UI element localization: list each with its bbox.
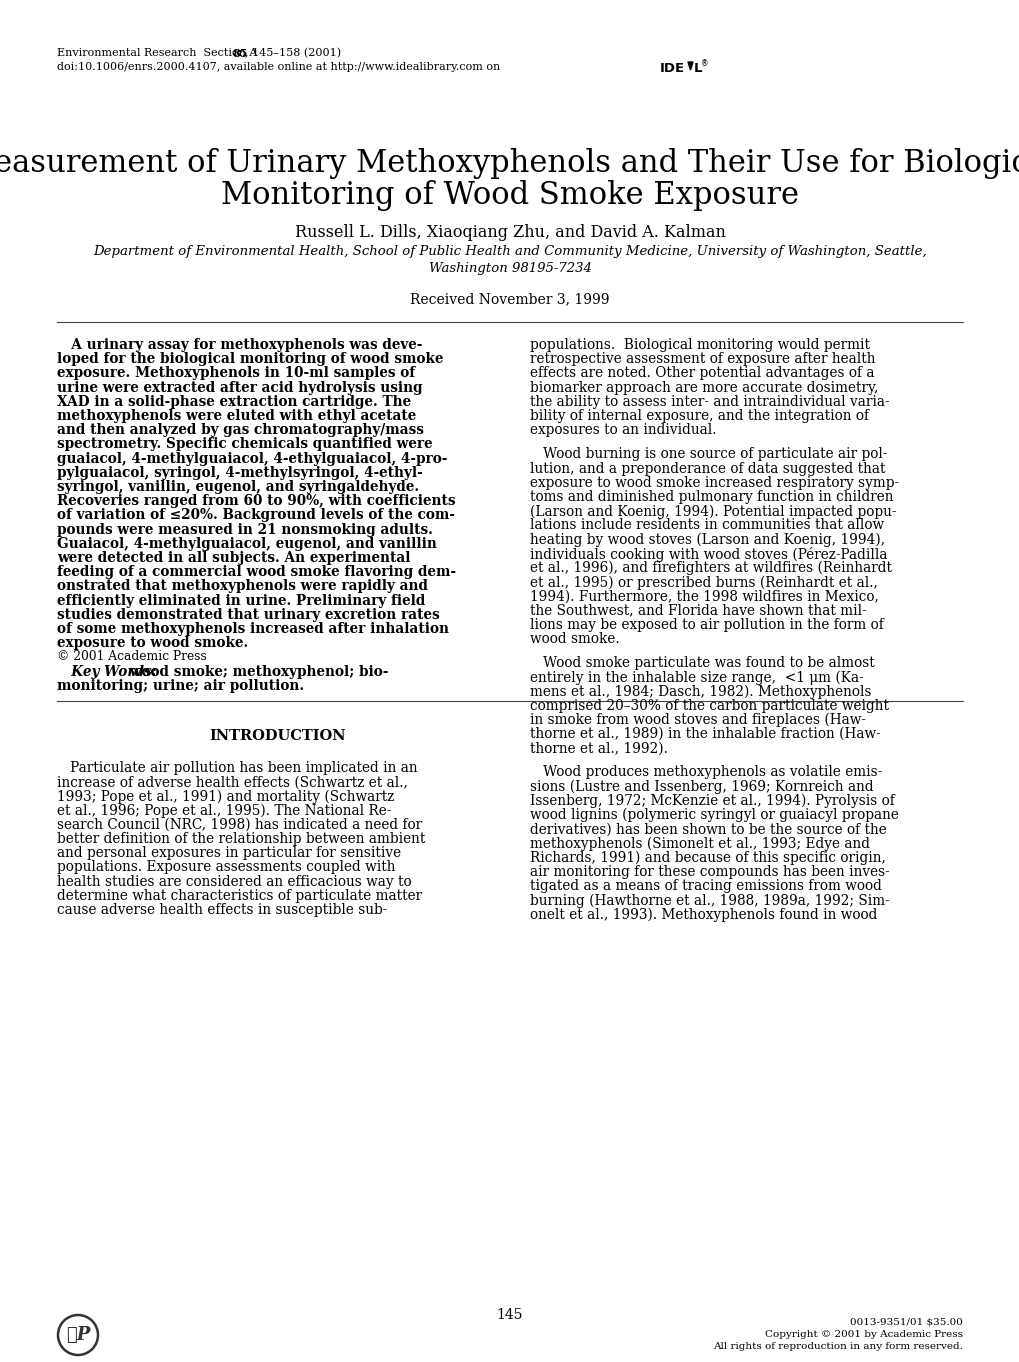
Text: loped for the biological monitoring of wood smoke: loped for the biological monitoring of w… [57,353,443,366]
Text: Russell L. Dills, Xiaoqiang Zhu, and David A. Kalman: Russell L. Dills, Xiaoqiang Zhu, and Dav… [294,223,725,241]
Text: effects are noted. Other potential advantages of a: effects are noted. Other potential advan… [530,366,873,380]
Text: , 145–158 (2001): , 145–158 (2001) [245,48,340,59]
Text: bility of internal exposure, and the integration of: bility of internal exposure, and the int… [530,409,868,424]
Text: XAD in a solid-phase extraction cartridge. The: XAD in a solid-phase extraction cartridg… [57,395,411,409]
Text: exposure. Methoxyphenols in 10-ml samples of: exposure. Methoxyphenols in 10-ml sample… [57,366,415,380]
Text: exposure to wood smoke.: exposure to wood smoke. [57,636,248,650]
Text: (Larson and Koenig, 1994). Potential impacted popu-: (Larson and Koenig, 1994). Potential imp… [530,504,896,519]
Text: increase of adverse health effects (Schwartz et al.,: increase of adverse health effects (Schw… [57,775,408,789]
Text: cause adverse health effects in susceptible sub-: cause adverse health effects in suscepti… [57,903,387,917]
Text: Received November 3, 1999: Received November 3, 1999 [410,291,609,306]
Text: syringol, vanillin, eugenol, and syringaldehyde.: syringol, vanillin, eugenol, and syringa… [57,479,419,494]
Text: studies demonstrated that urinary excretion rates: studies demonstrated that urinary excret… [57,607,439,622]
Text: lions may be exposed to air pollution in the form of: lions may be exposed to air pollution in… [530,618,882,632]
Text: INTRODUCTION: INTRODUCTION [210,729,346,744]
Circle shape [58,1314,98,1355]
Text: entirely in the inhalable size range,  <1 μm (Ka-: entirely in the inhalable size range, <1… [530,670,863,685]
Text: the Southwest, and Florida have shown that mil-: the Southwest, and Florida have shown th… [530,603,866,617]
Text: Copyright © 2001 by Academic Press: Copyright © 2001 by Academic Press [764,1331,962,1339]
Text: search Council (NRC, 1998) has indicated a need for: search Council (NRC, 1998) has indicated… [57,817,422,832]
Text: in smoke from wood stoves and fireplaces (Haw-: in smoke from wood stoves and fireplaces… [530,712,865,727]
Text: ®: ® [700,59,708,68]
Text: methoxyphenols were eluted with ethyl acetate: methoxyphenols were eluted with ethyl ac… [57,409,416,424]
Text: doi:10.1006/enrs.2000.4107, available online at http://www.idealibrary.com on: doi:10.1006/enrs.2000.4107, available on… [57,63,499,72]
Text: the ability to assess inter- and intraindividual varia-: the ability to assess inter- and intrain… [530,395,889,409]
Text: pounds were measured in 21 nonsmoking adults.: pounds were measured in 21 nonsmoking ad… [57,523,432,537]
Text: Guaiacol, 4-methylguaiacol, eugenol, and vanillin: Guaiacol, 4-methylguaiacol, eugenol, and… [57,537,436,550]
Text: ⓀP: ⓀP [66,1327,90,1344]
Text: better definition of the relationship between ambient: better definition of the relationship be… [57,832,425,846]
Text: Department of Environmental Health, School of Public Health and Community Medici: Department of Environmental Health, Scho… [93,245,926,257]
Text: spectrometry. Specific chemicals quantified were: spectrometry. Specific chemicals quantif… [57,437,432,451]
Text: tigated as a means of tracing emissions from wood: tigated as a means of tracing emissions … [530,878,881,893]
Text: health studies are considered an efficacious way to: health studies are considered an efficac… [57,874,412,888]
Text: of some methoxyphenols increased after inhalation: of some methoxyphenols increased after i… [57,622,448,636]
Text: comprised 20–30% of the carbon particulate weight: comprised 20–30% of the carbon particula… [530,699,889,712]
Text: et al., 1996), and firefighters at wildfires (Reinhardt: et al., 1996), and firefighters at wildf… [530,561,892,575]
Text: efficiently eliminated in urine. Preliminary field: efficiently eliminated in urine. Prelimi… [57,594,425,607]
Text: populations.  Biological monitoring would permit: populations. Biological monitoring would… [530,338,869,351]
Text: 1993; Pope et al., 1991) and mortality (Schwartz: 1993; Pope et al., 1991) and mortality (… [57,790,394,804]
Text: sions (Lustre and Issenberg, 1969; Kornreich and: sions (Lustre and Issenberg, 1969; Kornr… [530,779,872,794]
Text: Environmental Research  Section A: Environmental Research Section A [57,48,261,59]
Text: were detected in all subjects. An experimental: were detected in all subjects. An experi… [57,552,410,565]
Text: thorne et al., 1989) in the inhalable fraction (Haw-: thorne et al., 1989) in the inhalable fr… [530,727,879,741]
Text: burning (Hawthorne et al., 1988, 1989a, 1992; Sim-: burning (Hawthorne et al., 1988, 1989a, … [530,893,889,907]
Text: retrospective assessment of exposure after health: retrospective assessment of exposure aft… [530,353,874,366]
Text: lution, and a preponderance of data suggested that: lution, and a preponderance of data sugg… [530,462,884,475]
Text: wood smoke.: wood smoke. [530,632,619,646]
Text: feeding of a commercial wood smoke flavoring dem-: feeding of a commercial wood smoke flavo… [57,565,455,579]
Text: wood smoke; methoxyphenol; bio-: wood smoke; methoxyphenol; bio- [125,665,388,678]
Text: Wood burning is one source of particulate air pol-: Wood burning is one source of particulat… [530,447,887,462]
Text: Wood smoke particulate was found to be almost: Wood smoke particulate was found to be a… [530,656,874,670]
Text: Washington 98195-7234: Washington 98195-7234 [428,262,591,275]
Text: Issenberg, 1972; McKenzie et al., 1994). Pyrolysis of: Issenberg, 1972; McKenzie et al., 1994).… [530,794,894,808]
Text: L: L [693,63,702,75]
Text: mens et al., 1984; Dasch, 1982). Methoxyphenols: mens et al., 1984; Dasch, 1982). Methoxy… [530,685,870,699]
Text: IDE: IDE [659,63,685,75]
Text: Richards, 1991) and because of this specific origin,: Richards, 1991) and because of this spec… [530,851,886,865]
Text: © 2001 Academic Press: © 2001 Academic Press [57,651,207,663]
Text: 145: 145 [496,1308,523,1323]
Text: derivatives) has been shown to be the source of the: derivatives) has been shown to be the so… [530,823,886,836]
Text: Measurement of Urinary Methoxyphenols and Their Use for Biological: Measurement of Urinary Methoxyphenols an… [0,148,1019,178]
Text: et al., 1995) or prescribed burns (Reinhardt et al.,: et al., 1995) or prescribed burns (Reinh… [530,575,877,590]
Text: populations. Exposure assessments coupled with: populations. Exposure assessments couple… [57,861,395,874]
Text: wood lignins (polymeric syringyl or guaiacyl propane: wood lignins (polymeric syringyl or guai… [530,808,898,823]
Text: Wood produces methoxyphenols as volatile emis-: Wood produces methoxyphenols as volatile… [530,765,881,779]
Text: et al., 1996; Pope et al., 1995). The National Re-: et al., 1996; Pope et al., 1995). The Na… [57,804,391,819]
Text: air monitoring for these compounds has been inves-: air monitoring for these compounds has b… [530,865,889,878]
Text: 1994). Furthermore, the 1998 wildfires in Mexico,: 1994). Furthermore, the 1998 wildfires i… [530,590,878,603]
Text: toms and diminished pulmonary function in children: toms and diminished pulmonary function i… [530,490,893,504]
Text: of variation of ≤20%. Background levels of the com-: of variation of ≤20%. Background levels … [57,508,454,523]
Text: monitoring; urine; air pollution.: monitoring; urine; air pollution. [57,678,304,693]
Text: pylguaiacol, syringol, 4-methylsyringol, 4-ethyl-: pylguaiacol, syringol, 4-methylsyringol,… [57,466,422,479]
Text: onstrated that methoxyphenols were rapidly and: onstrated that methoxyphenols were rapid… [57,579,428,594]
Text: Key Words:: Key Words: [57,665,157,678]
Text: onelt et al., 1993). Methoxyphenols found in wood: onelt et al., 1993). Methoxyphenols foun… [530,907,876,922]
Polygon shape [688,63,692,69]
Text: 0013-9351/01 $35.00: 0013-9351/01 $35.00 [849,1318,962,1327]
Text: and then analyzed by gas chromatography/mass: and then analyzed by gas chromatography/… [57,424,424,437]
Text: thorne et al., 1992).: thorne et al., 1992). [530,741,667,756]
Text: A urinary assay for methoxyphenols was deve-: A urinary assay for methoxyphenols was d… [57,338,422,351]
Text: heating by wood stoves (Larson and Koenig, 1994),: heating by wood stoves (Larson and Koeni… [530,533,884,548]
Text: and personal exposures in particular for sensitive: and personal exposures in particular for… [57,846,400,861]
Text: individuals cooking with wood stoves (Pérez-Padilla: individuals cooking with wood stoves (Pé… [530,546,887,561]
Text: 85: 85 [231,48,248,59]
Text: methoxyphenols (Simonelt et al., 1993; Edye and: methoxyphenols (Simonelt et al., 1993; E… [530,836,869,851]
Text: urine were extracted after acid hydrolysis using: urine were extracted after acid hydrolys… [57,380,422,395]
Text: All rights of reproduction in any form reserved.: All rights of reproduction in any form r… [712,1342,962,1351]
Text: guaiacol, 4-methylguaiacol, 4-ethylguaiacol, 4-pro-: guaiacol, 4-methylguaiacol, 4-ethylguaia… [57,452,447,466]
Text: determine what characteristics of particulate matter: determine what characteristics of partic… [57,889,422,903]
Text: Monitoring of Wood Smoke Exposure: Monitoring of Wood Smoke Exposure [221,180,798,211]
Text: Recoveries ranged from 60 to 90%, with coefficients: Recoveries ranged from 60 to 90%, with c… [57,494,455,508]
Text: biomarker approach are more accurate dosimetry,: biomarker approach are more accurate dos… [530,380,877,395]
Text: exposures to an individual.: exposures to an individual. [530,424,715,437]
Text: Particulate air pollution has been implicated in an: Particulate air pollution has been impli… [57,761,417,775]
Text: exposure to wood smoke increased respiratory symp-: exposure to wood smoke increased respira… [530,475,898,490]
Text: lations include residents in communities that allow: lations include residents in communities… [530,519,883,533]
